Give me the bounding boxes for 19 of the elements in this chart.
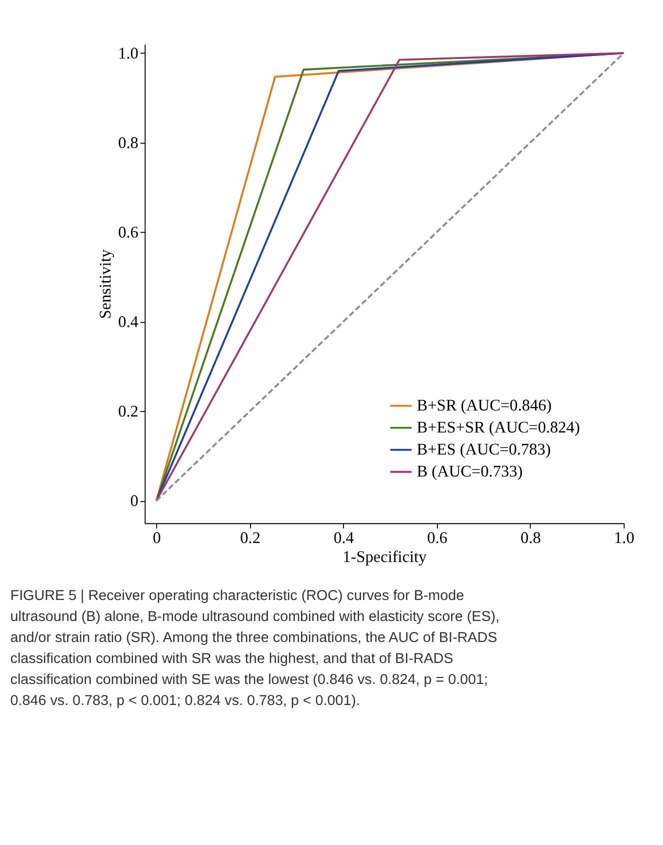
legend-label: B+ES (AUC=0.783) bbox=[416, 440, 551, 459]
x-tick-label: 0.2 bbox=[240, 528, 260, 547]
legend-label: B (AUC=0.733) bbox=[416, 462, 523, 481]
y-tick-label: 0 bbox=[130, 491, 138, 510]
y-tick-label: 0.2 bbox=[118, 401, 138, 420]
x-tick-label: 0.8 bbox=[520, 528, 541, 547]
legend-label: B+ES+SR (AUC=0.824) bbox=[416, 418, 580, 437]
x-tick-label: 0.4 bbox=[334, 528, 354, 547]
x-tick-label: 1.0 bbox=[614, 528, 634, 547]
y-axis-title: Sensitivity bbox=[95, 248, 114, 319]
x-axis-title: 1-Specificity bbox=[342, 546, 428, 566]
y-tick-label: 0.4 bbox=[118, 312, 138, 331]
legend-label: B+SR (AUC=0.846) bbox=[416, 396, 552, 415]
x-tick-label: 0.6 bbox=[427, 528, 448, 547]
y-tick-label: 0.8 bbox=[118, 132, 138, 152]
y-tick-label: 1.0 bbox=[118, 43, 138, 62]
caption: FIGURE 5 | Receiver operating characteristic (ROC) curves for B-mode ultrasound (B) alone, B-mode ultrasound combined with elasticity score (ES), and/or strain ratio (SR). Among the three combinations, the AUC of BI-RADS classification combined with SR was the highest, and that of BI-RADS classification combined with SE was the lowest (0.846 vs. 0.824, p = 0.001; 0.846 vs. 0.783, p < 0.001; 0.824 vs. 0.783, p < 0.001). bbox=[10, 588, 500, 710]
x-tick-label: 0 bbox=[152, 528, 161, 547]
y-tick-label: 0.6 bbox=[118, 222, 138, 242]
